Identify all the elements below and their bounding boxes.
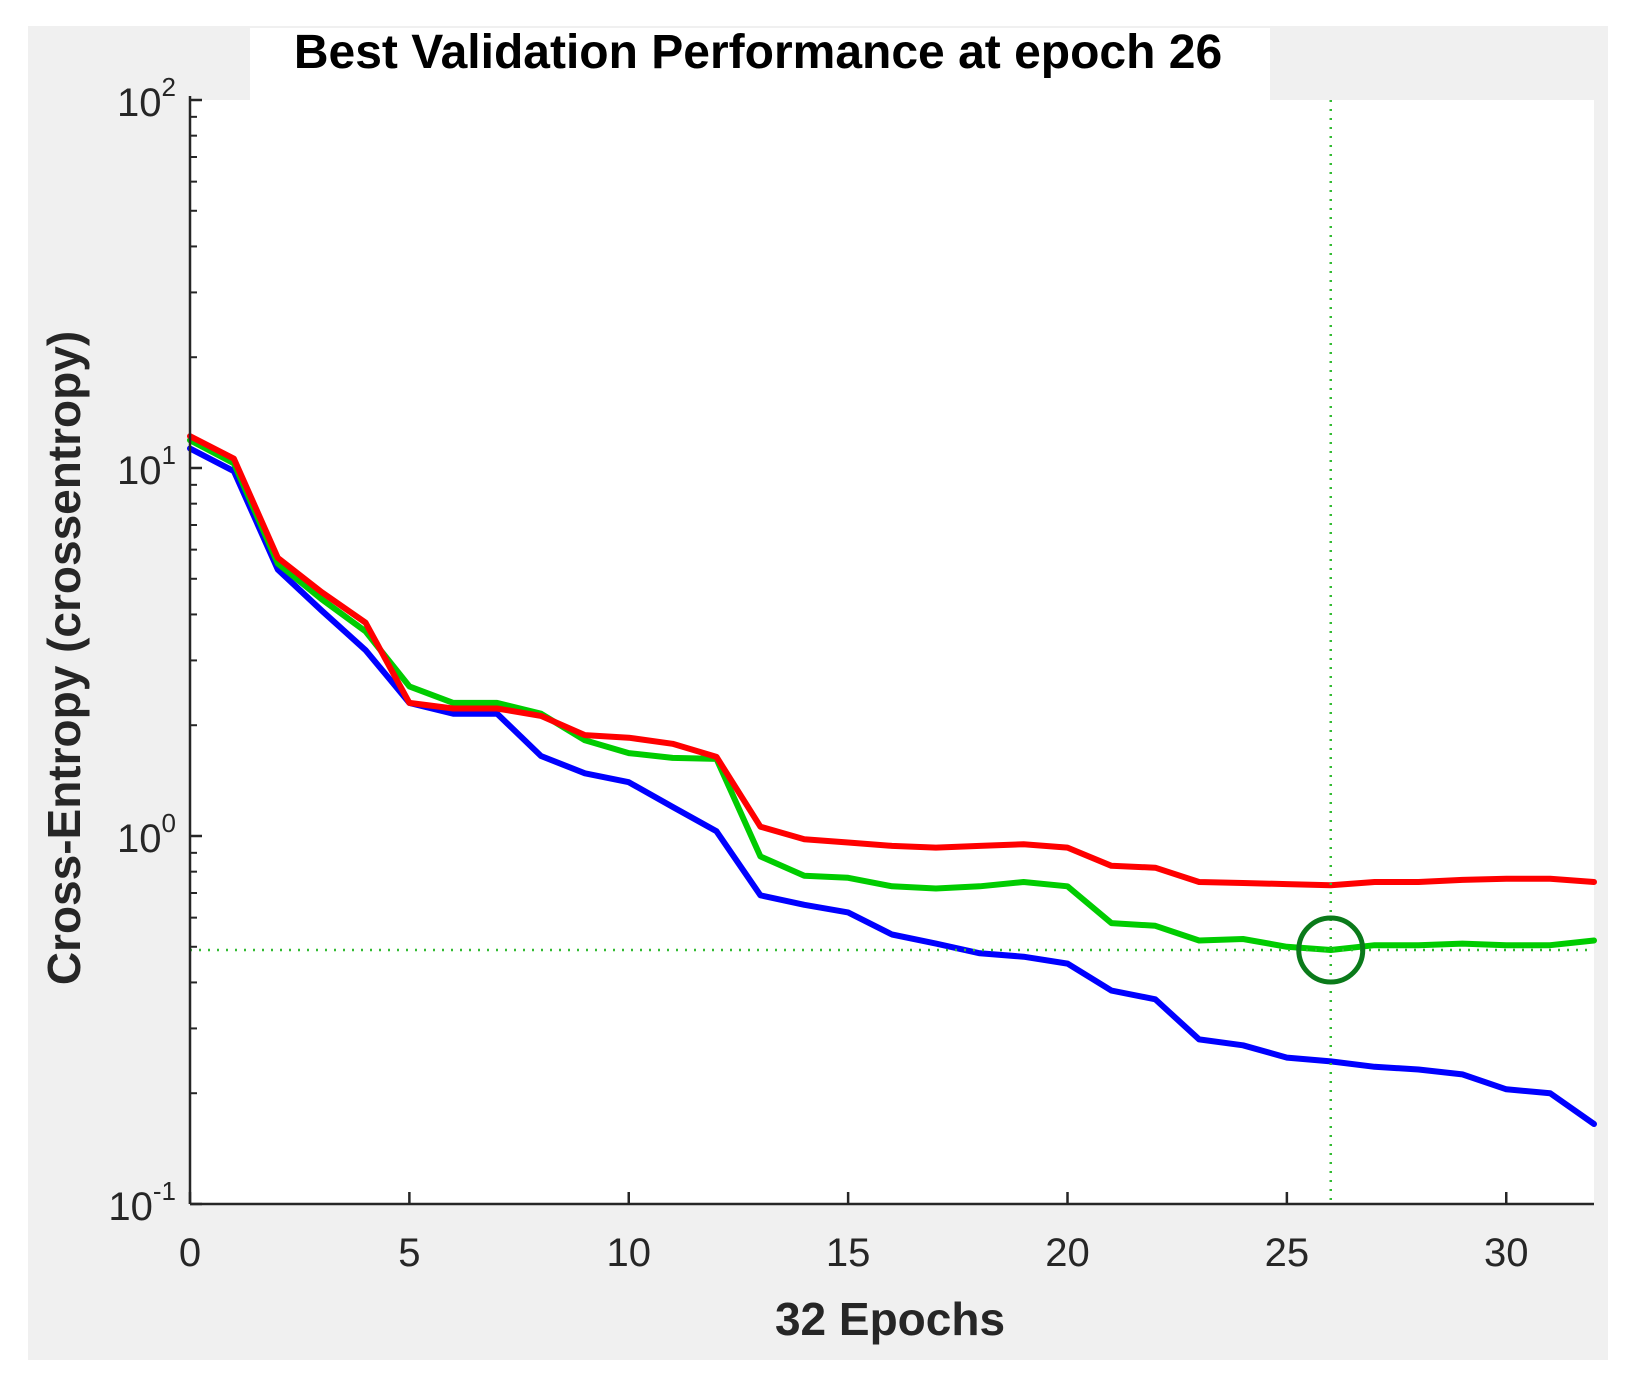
series-line-test <box>187 433 1597 889</box>
y-tick-label: 10-1 <box>108 1176 176 1229</box>
y-tick-label: 101 <box>117 440 176 493</box>
y-tick-label: 102 <box>117 72 176 125</box>
axes <box>188 96 1594 1206</box>
best-performance-circle <box>1296 915 1366 985</box>
series-lines <box>187 433 1597 1127</box>
series-line-validation <box>187 437 1597 953</box>
best-performance-markers <box>190 100 1594 1204</box>
y-axis-label: Cross-Entropy (crossentropy) <box>38 331 90 985</box>
x-tick-label: 15 <box>826 1231 871 1275</box>
x-axis-label: 32 Epochs <box>775 1293 1005 1345</box>
x-tick-label: 10 <box>607 1231 652 1275</box>
tick-labels: 0 5 10 15 20 25 30 10-1 100 101 102 <box>108 72 1528 1275</box>
chart-title: Best Validation Performance at epoch 26 <box>294 26 1222 79</box>
title-background <box>250 28 1270 104</box>
x-tick-label: 25 <box>1265 1231 1310 1275</box>
x-tick-label: 5 <box>398 1231 420 1275</box>
x-tick-label: 30 <box>1484 1231 1529 1275</box>
plot-area <box>190 100 1594 1204</box>
x-tick-label: 0 <box>179 1231 201 1275</box>
x-tick-label: 20 <box>1045 1231 1090 1275</box>
y-tick-label: 100 <box>117 808 176 861</box>
